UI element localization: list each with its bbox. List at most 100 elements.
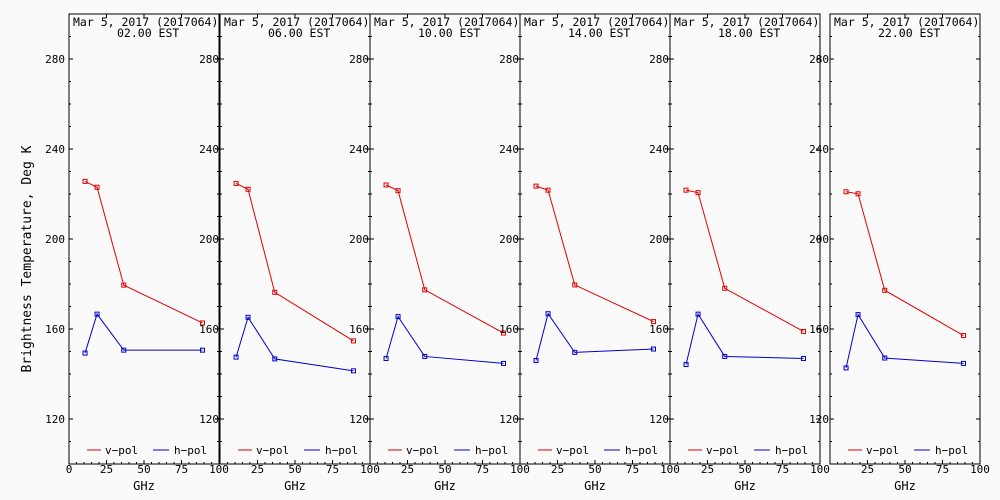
x-tick-label: 50 xyxy=(588,463,601,476)
y-tick-label: 240 xyxy=(499,143,519,156)
v-pol-point xyxy=(233,180,239,186)
v-pol-point xyxy=(383,182,389,188)
h-pol-line xyxy=(535,312,654,361)
legend-h-pol-label: h−pol xyxy=(775,444,808,457)
legend-v-pol-label: v−pol xyxy=(256,444,289,457)
v-pol-point xyxy=(82,178,88,184)
v-pol-point xyxy=(245,186,251,192)
y-tick-label: 120 xyxy=(809,413,829,426)
y-tick-label: 160 xyxy=(199,323,219,336)
legend-h-pol-label: h−pol xyxy=(625,444,658,457)
v-pol-point xyxy=(801,328,806,334)
x-tick-label: 75 xyxy=(476,463,489,476)
panel-subtitle: 22.00 EST xyxy=(878,26,940,40)
x-axis-label: GHz xyxy=(894,479,916,493)
y-tick-label: 120 xyxy=(649,413,669,426)
v-pol-point xyxy=(272,289,278,295)
legend-v-pol-label: v−pol xyxy=(105,444,138,457)
legend-h-pol-label: h−pol xyxy=(174,444,207,457)
y-tick-label: 160 xyxy=(349,323,369,336)
panels: Mar 5, 2017 (2017064)02.00 EST1201602002… xyxy=(45,13,990,493)
x-tick-label: 25 xyxy=(861,463,874,476)
v-pol-point xyxy=(882,287,888,293)
x-tick-label: 25 xyxy=(551,463,564,476)
v-pol-point xyxy=(501,330,506,336)
v-pol-point xyxy=(961,333,966,339)
chart-panel-2: Mar 5, 2017 (2017064)06.00 EST 120 160 200 2… xyxy=(199,13,380,493)
h-pol-line xyxy=(385,315,504,364)
h-pol-line xyxy=(235,316,354,372)
legend-v-pol-label: v−pol xyxy=(406,444,439,457)
x-tick-label: 25 xyxy=(401,463,414,476)
legend-v-pol-label: v−pol xyxy=(866,444,899,457)
y-tick-label: 240 xyxy=(809,143,829,156)
v-pol-point xyxy=(533,183,539,189)
h-pol-point xyxy=(683,362,689,368)
v-pol-line xyxy=(385,184,504,334)
y-tick-label: 160 xyxy=(45,323,65,336)
x-tick-label: 100 xyxy=(660,463,680,476)
x-tick-label: 100 xyxy=(810,463,830,476)
x-axis-label: GHz xyxy=(133,479,155,493)
h-pol-point xyxy=(572,349,578,355)
v-pol-point xyxy=(855,191,861,197)
panel-title: Mar 5, 2017 (2017064) xyxy=(834,15,979,29)
x-tick-label: 50 xyxy=(738,463,751,476)
h-pol-point xyxy=(855,312,861,318)
y-axis-label: Brightness Temperature, Deg K xyxy=(20,145,35,372)
v-pol-point xyxy=(121,282,127,288)
chart-panel-1: Mar 5, 2017 (2017064)02.00 EST 120 160 200 2… xyxy=(45,13,229,493)
x-tick-label: 25 xyxy=(100,463,113,476)
v-pol-point xyxy=(422,287,428,293)
v-pol-point xyxy=(683,187,689,193)
legend-h-pol-label: h−pol xyxy=(475,444,508,457)
x-tick-label: 100 xyxy=(360,463,380,476)
h-pol-point xyxy=(245,314,251,320)
chart-panel-3: Mar 5, 2017 (2017064)10.00 EST 120 160 200 2… xyxy=(349,13,530,493)
y-tick-label: 280 xyxy=(809,53,829,66)
y-tick-label: 120 xyxy=(45,413,65,426)
y-tick-label: 120 xyxy=(199,413,219,426)
v-pol-line xyxy=(235,182,354,342)
legend-h-pol-label: h−pol xyxy=(325,444,358,457)
legend-v-pol-label: v−pol xyxy=(706,444,739,457)
v-pol-point xyxy=(651,319,656,325)
chart-panel-5: Mar 5, 2017 (2017064)18.00 EST 120 160 200 2… xyxy=(649,13,830,493)
h-pol-point xyxy=(695,311,701,317)
panel-frame xyxy=(219,13,371,465)
v-pol-line xyxy=(535,185,654,323)
panel-subtitle: 02.00 EST xyxy=(117,26,179,40)
legend-v-pol-label: v−pol xyxy=(556,444,589,457)
y-tick-label: 240 xyxy=(199,143,219,156)
panel-frame xyxy=(369,13,521,465)
h-pol-point xyxy=(545,311,551,317)
h-pol-point xyxy=(272,356,278,362)
x-tick-label: 75 xyxy=(626,463,639,476)
x-tick-label: 50 xyxy=(137,463,150,476)
panel-frame xyxy=(519,13,671,465)
v-pol-point xyxy=(695,190,701,196)
v-pol-point xyxy=(200,320,205,326)
h-pol-line xyxy=(84,313,203,354)
y-tick-label: 200 xyxy=(649,233,669,246)
h-pol-point xyxy=(94,311,100,317)
x-axis-label: GHz xyxy=(434,479,456,493)
x-axis-label: GHz xyxy=(734,479,756,493)
h-pol-point xyxy=(843,365,849,371)
y-tick-label: 280 xyxy=(199,53,219,66)
y-tick-label: 200 xyxy=(45,233,65,246)
h-pol-point xyxy=(722,353,728,359)
h-pol-point xyxy=(801,355,806,361)
v-pol-point xyxy=(395,188,401,194)
x-tick-label: 75 xyxy=(776,463,789,476)
x-tick-label: 75 xyxy=(175,463,188,476)
panel-frame xyxy=(829,13,981,465)
panel-subtitle: 06.00 EST xyxy=(268,26,330,40)
y-tick-label: 240 xyxy=(45,143,65,156)
x-tick-label: 100 xyxy=(970,463,990,476)
panel-title: Mar 5, 2017 (2017064) xyxy=(73,15,218,29)
panel-subtitle: 10.00 EST xyxy=(418,26,480,40)
h-pol-point xyxy=(533,358,539,363)
y-tick-label: 120 xyxy=(349,413,369,426)
chart-panel-4: Mar 5, 2017 (2017064)14.00 EST 120 160 200 2… xyxy=(499,13,680,493)
